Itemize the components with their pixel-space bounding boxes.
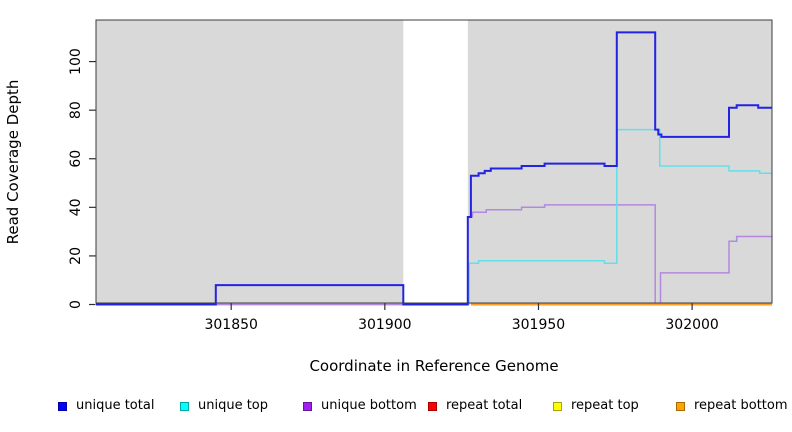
legend-label-unique-top: unique top bbox=[198, 398, 269, 413]
coverage-gap-region bbox=[403, 20, 468, 303]
legend-swatch-repeat-bottom bbox=[676, 401, 685, 411]
legend-label-unique-total: unique total bbox=[76, 398, 155, 413]
x-axis-tick-label: 301850 bbox=[204, 317, 257, 333]
legend-item-unique-total: unique total bbox=[58, 398, 154, 414]
y-axis-tick-label: 20 bbox=[68, 247, 84, 265]
y-axis-tick-label: 0 bbox=[68, 300, 84, 309]
y-axis-title: Read Coverage Depth bbox=[4, 79, 22, 245]
legend-item-unique-top: unique top bbox=[180, 398, 268, 414]
legend-swatch-unique-bottom bbox=[303, 401, 312, 411]
legend-item-repeat-total: repeat total bbox=[428, 398, 522, 414]
legend-item-repeat-top: repeat top bbox=[553, 398, 639, 414]
legend-label-unique-bottom: unique bottom bbox=[321, 398, 417, 413]
x-axis-tick-label: 301900 bbox=[358, 317, 411, 333]
y-axis-tick-label: 40 bbox=[68, 198, 84, 216]
series-unique-bottom-line bbox=[96, 204, 772, 306]
legend-label-repeat-total: repeat total bbox=[446, 398, 523, 413]
y-axis-tick-label: 60 bbox=[68, 150, 84, 168]
y-axis-tick-label: 80 bbox=[68, 101, 84, 119]
x-axis-tick-label: 302000 bbox=[665, 317, 718, 333]
legend-swatch-repeat-total bbox=[428, 401, 437, 411]
x-axis-title: Coordinate in Reference Genome bbox=[309, 357, 559, 375]
legend-item-unique-bottom: unique bottom bbox=[303, 398, 417, 414]
legend-swatch-unique-top bbox=[180, 401, 189, 411]
x-axis-tick-label: 301950 bbox=[512, 317, 565, 333]
legend-swatch-unique-total bbox=[58, 401, 67, 411]
y-axis-tick-label: 100 bbox=[68, 48, 84, 75]
legend-label-repeat-top: repeat top bbox=[571, 398, 639, 413]
legend-label-repeat-bottom: repeat bottom bbox=[694, 398, 788, 413]
plot-box-border bbox=[95, 19, 773, 304]
series-unique-total-line bbox=[96, 31, 772, 306]
legend-swatch-repeat-top bbox=[553, 401, 562, 411]
legend-item-repeat-bottom: repeat bottom bbox=[676, 398, 788, 414]
